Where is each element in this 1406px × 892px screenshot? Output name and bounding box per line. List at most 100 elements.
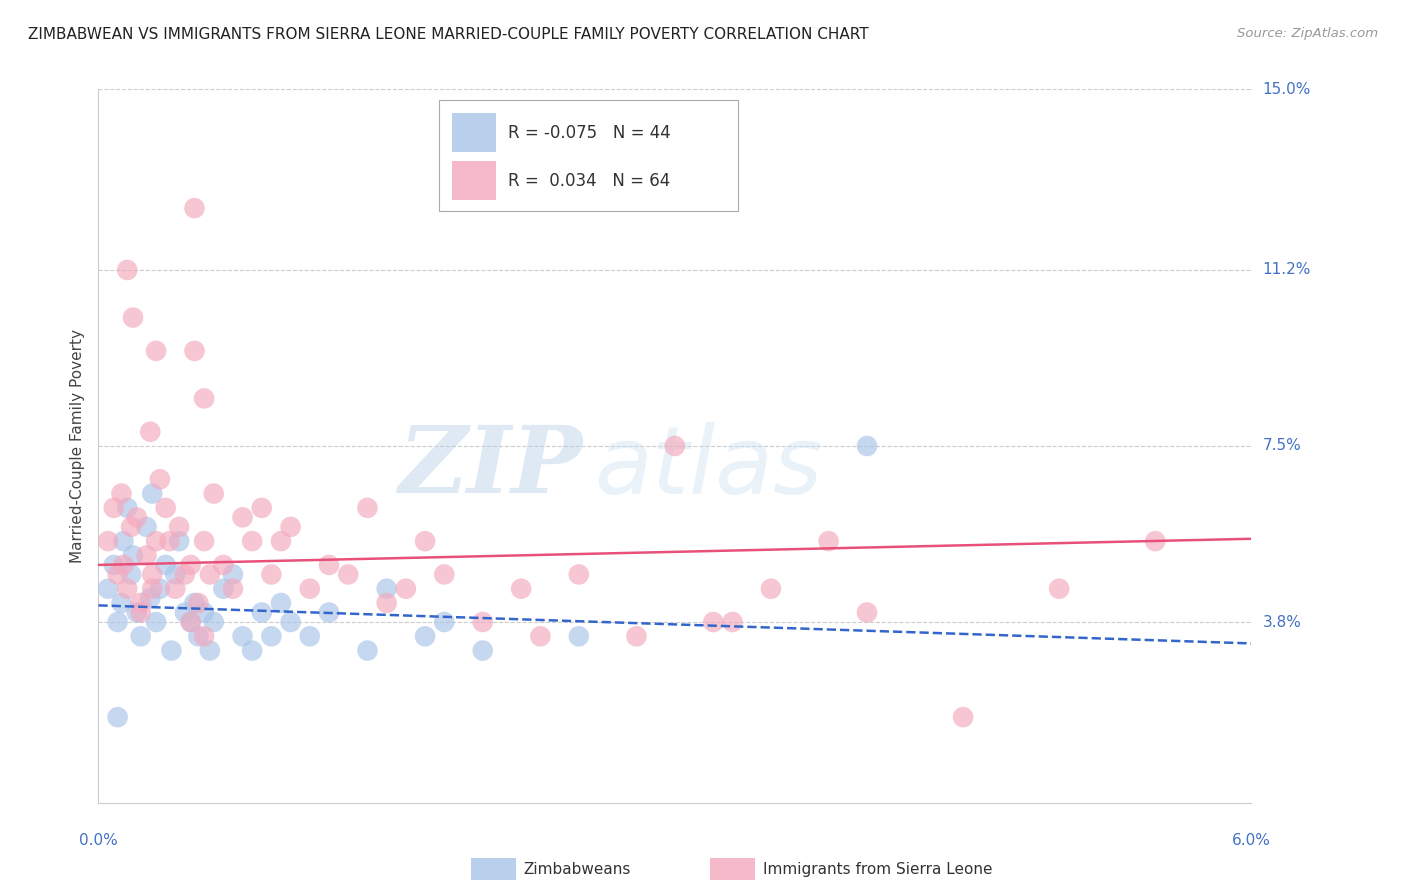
Point bbox=[337, 567, 360, 582]
Point bbox=[375, 596, 398, 610]
Point bbox=[356, 643, 378, 657]
Point bbox=[318, 606, 340, 620]
Point bbox=[471, 643, 494, 657]
Point bbox=[193, 629, 215, 643]
Point bbox=[120, 520, 142, 534]
Point bbox=[212, 582, 235, 596]
Point bbox=[129, 596, 152, 610]
Point bbox=[626, 629, 648, 643]
Point bbox=[395, 582, 418, 596]
Point bbox=[529, 629, 551, 643]
Point bbox=[174, 606, 197, 620]
Point bbox=[120, 567, 142, 582]
Point bbox=[1047, 582, 1070, 596]
Point bbox=[165, 567, 187, 582]
Point bbox=[155, 558, 177, 572]
Point bbox=[413, 629, 436, 643]
Point bbox=[198, 643, 221, 657]
Point bbox=[270, 534, 292, 549]
Point bbox=[174, 567, 197, 582]
Text: 0.0%: 0.0% bbox=[79, 833, 118, 848]
Point bbox=[510, 582, 533, 596]
Point bbox=[375, 582, 398, 596]
Point bbox=[165, 582, 187, 596]
Point bbox=[107, 710, 129, 724]
Point bbox=[240, 534, 263, 549]
Point bbox=[231, 629, 254, 643]
Point bbox=[318, 558, 340, 572]
Point bbox=[433, 615, 456, 629]
Point bbox=[180, 615, 202, 629]
Point bbox=[180, 558, 202, 572]
Y-axis label: Married-Couple Family Poverty: Married-Couple Family Poverty bbox=[69, 329, 84, 563]
Point bbox=[122, 310, 145, 325]
Text: Zimbabweans: Zimbabweans bbox=[523, 863, 630, 877]
Text: ZIP: ZIP bbox=[398, 423, 582, 512]
Point bbox=[193, 534, 215, 549]
Point bbox=[183, 596, 205, 610]
Point bbox=[280, 520, 302, 534]
Point bbox=[817, 534, 839, 549]
Point bbox=[129, 629, 152, 643]
FancyBboxPatch shape bbox=[453, 112, 496, 152]
Point bbox=[107, 567, 129, 582]
Point bbox=[97, 582, 120, 596]
Point bbox=[141, 486, 163, 500]
Point bbox=[193, 392, 215, 406]
Point bbox=[180, 615, 202, 629]
Point bbox=[202, 615, 225, 629]
Point bbox=[103, 558, 125, 572]
Point bbox=[117, 500, 138, 515]
Point bbox=[260, 567, 283, 582]
Text: Source: ZipAtlas.com: Source: ZipAtlas.com bbox=[1237, 27, 1378, 40]
Point bbox=[260, 629, 283, 643]
Point bbox=[122, 549, 145, 563]
Point bbox=[702, 615, 724, 629]
Point bbox=[187, 629, 209, 643]
Text: 6.0%: 6.0% bbox=[1232, 833, 1271, 848]
Point bbox=[117, 582, 138, 596]
Point bbox=[183, 201, 205, 215]
Text: 15.0%: 15.0% bbox=[1263, 82, 1310, 96]
Point bbox=[107, 615, 129, 629]
Point bbox=[270, 596, 292, 610]
Point bbox=[187, 596, 209, 610]
Point bbox=[125, 606, 148, 620]
Point bbox=[433, 567, 456, 582]
Point bbox=[280, 615, 302, 629]
Point bbox=[212, 558, 235, 572]
Point bbox=[298, 629, 321, 643]
Point bbox=[135, 549, 157, 563]
Point bbox=[110, 596, 132, 610]
Point bbox=[145, 615, 167, 629]
Point bbox=[149, 582, 172, 596]
Text: ZIMBABWEAN VS IMMIGRANTS FROM SIERRA LEONE MARRIED-COUPLE FAMILY POVERTY CORRELA: ZIMBABWEAN VS IMMIGRANTS FROM SIERRA LEO… bbox=[28, 27, 869, 42]
Point bbox=[759, 582, 782, 596]
Point bbox=[183, 343, 205, 358]
Point bbox=[149, 472, 172, 486]
Point bbox=[952, 710, 974, 724]
Point bbox=[198, 567, 221, 582]
Point bbox=[222, 582, 245, 596]
Text: R =  0.034   N = 64: R = 0.034 N = 64 bbox=[508, 171, 669, 189]
Point bbox=[250, 606, 273, 620]
Point bbox=[145, 343, 167, 358]
Point bbox=[856, 606, 879, 620]
Point bbox=[222, 567, 245, 582]
Point bbox=[129, 606, 152, 620]
Point bbox=[250, 500, 273, 515]
Text: 3.8%: 3.8% bbox=[1263, 615, 1302, 630]
Point bbox=[125, 510, 148, 524]
Point bbox=[112, 534, 135, 549]
Point bbox=[240, 643, 263, 657]
Point bbox=[231, 510, 254, 524]
Point bbox=[112, 558, 135, 572]
Point bbox=[110, 486, 132, 500]
Point bbox=[471, 615, 494, 629]
Text: 7.5%: 7.5% bbox=[1263, 439, 1301, 453]
Point bbox=[103, 500, 125, 515]
Point bbox=[413, 534, 436, 549]
Point bbox=[159, 534, 181, 549]
Point bbox=[135, 520, 157, 534]
Point bbox=[155, 500, 177, 515]
